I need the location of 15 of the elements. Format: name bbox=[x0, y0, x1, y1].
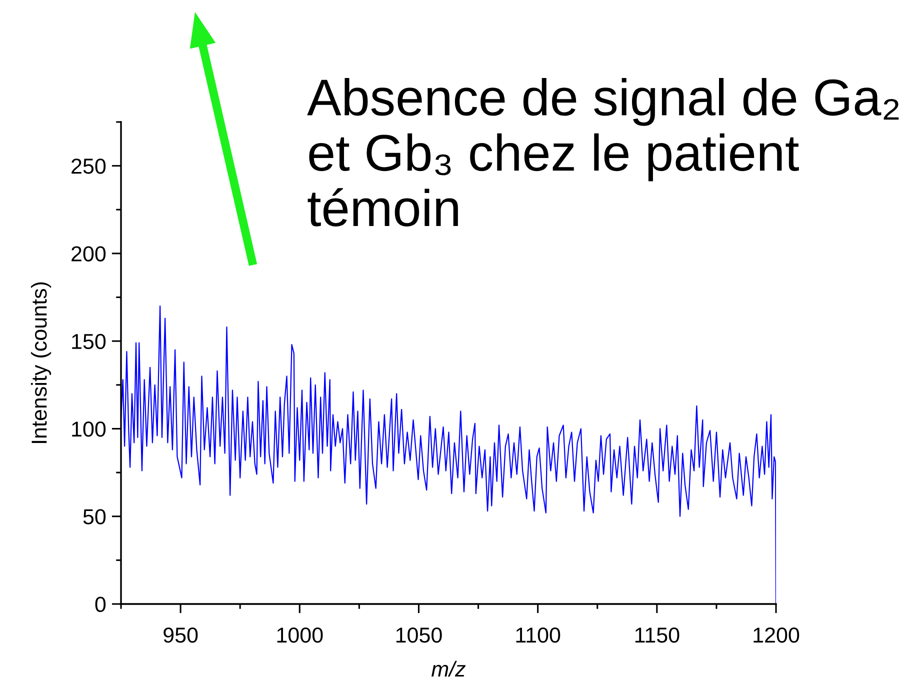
x-axis-title: m/z bbox=[432, 660, 466, 677]
y-tick-label: 100 bbox=[72, 421, 106, 437]
x-tick-label: 1100 bbox=[516, 627, 560, 643]
annotation: Absence de signal de Ga₂ et Gb₃ chez le patient témoin bbox=[307, 78, 899, 226]
y-axis-title: Intensity (counts) bbox=[30, 282, 52, 443]
x-tick-label: 1200 bbox=[754, 627, 800, 643]
y-tick-label: 50 bbox=[83, 509, 106, 524]
y-tick-label: 0 bbox=[95, 596, 106, 612]
x-tick-label: 1150 bbox=[635, 627, 680, 643]
x-tick-label: 1050 bbox=[396, 627, 442, 643]
y-tick-label: 150 bbox=[72, 334, 106, 350]
y-tick-label: 250 bbox=[72, 158, 106, 174]
x-tick-label: 950 bbox=[164, 627, 198, 643]
x-tick-label: 1000 bbox=[277, 627, 323, 643]
y-tick-label: 200 bbox=[72, 246, 106, 262]
